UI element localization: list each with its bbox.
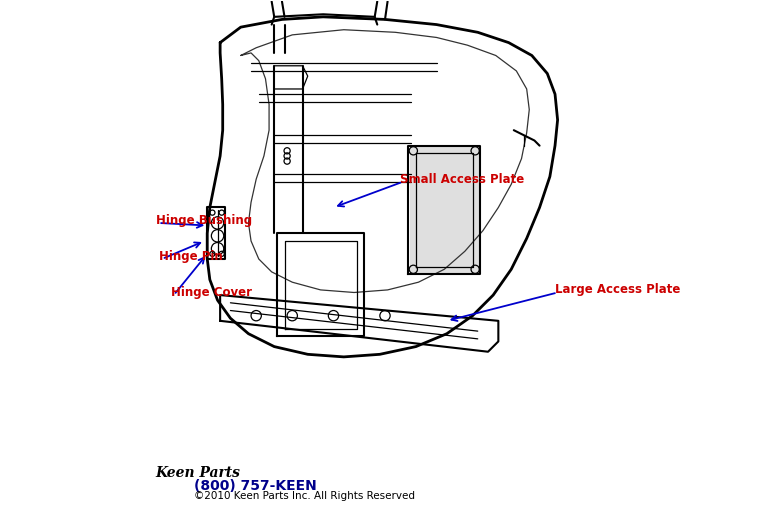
Text: Large Access Plate: Large Access Plate [555,283,681,296]
Polygon shape [410,147,479,273]
Text: (800) 757-KEEN: (800) 757-KEEN [194,479,317,493]
Text: Hinge Cover: Hinge Cover [171,286,253,299]
Text: ©2010 Keen Parts Inc. All Rights Reserved: ©2010 Keen Parts Inc. All Rights Reserve… [194,491,415,501]
Text: Keen Parts: Keen Parts [156,466,240,480]
Text: Small Access Plate: Small Access Plate [400,172,524,185]
Text: Hinge Pin: Hinge Pin [159,250,223,263]
Text: Hinge Bushing: Hinge Bushing [156,214,252,227]
